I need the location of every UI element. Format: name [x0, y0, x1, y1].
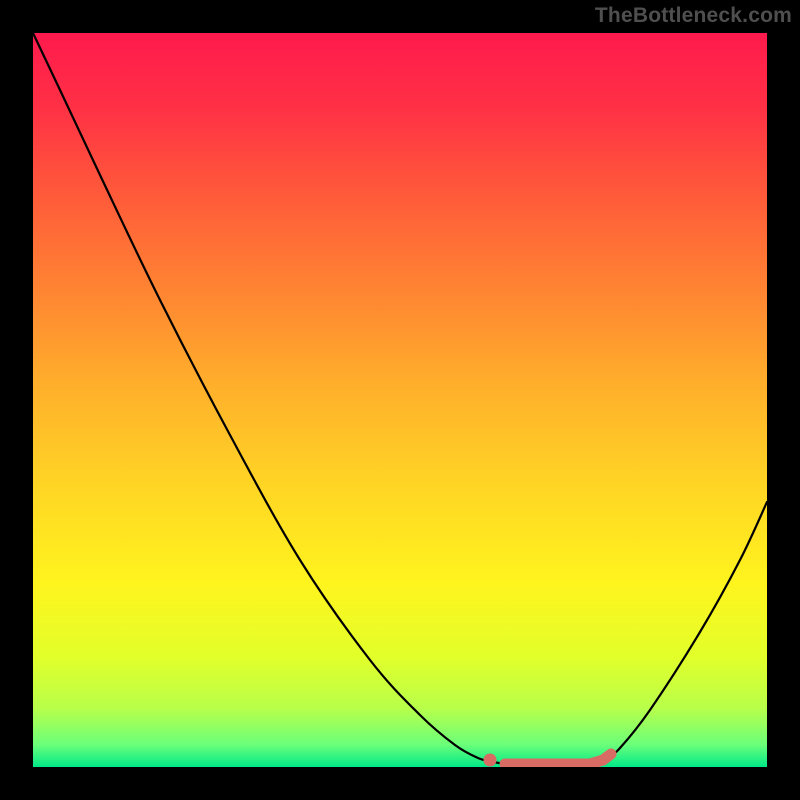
site-label: TheBottleneck.com	[595, 4, 792, 28]
chart-wrapper: { "branding": { "site_label": "TheBottle…	[0, 0, 800, 800]
heatmap-gradient	[33, 33, 767, 767]
chart-svg	[0, 0, 800, 800]
highlight-dot	[484, 754, 497, 767]
plot-area	[33, 33, 767, 767]
